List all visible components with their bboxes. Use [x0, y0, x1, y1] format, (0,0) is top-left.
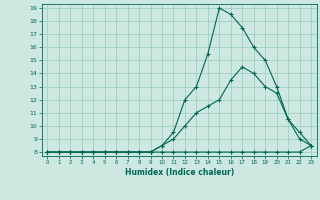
- X-axis label: Humidex (Indice chaleur): Humidex (Indice chaleur): [124, 168, 234, 177]
